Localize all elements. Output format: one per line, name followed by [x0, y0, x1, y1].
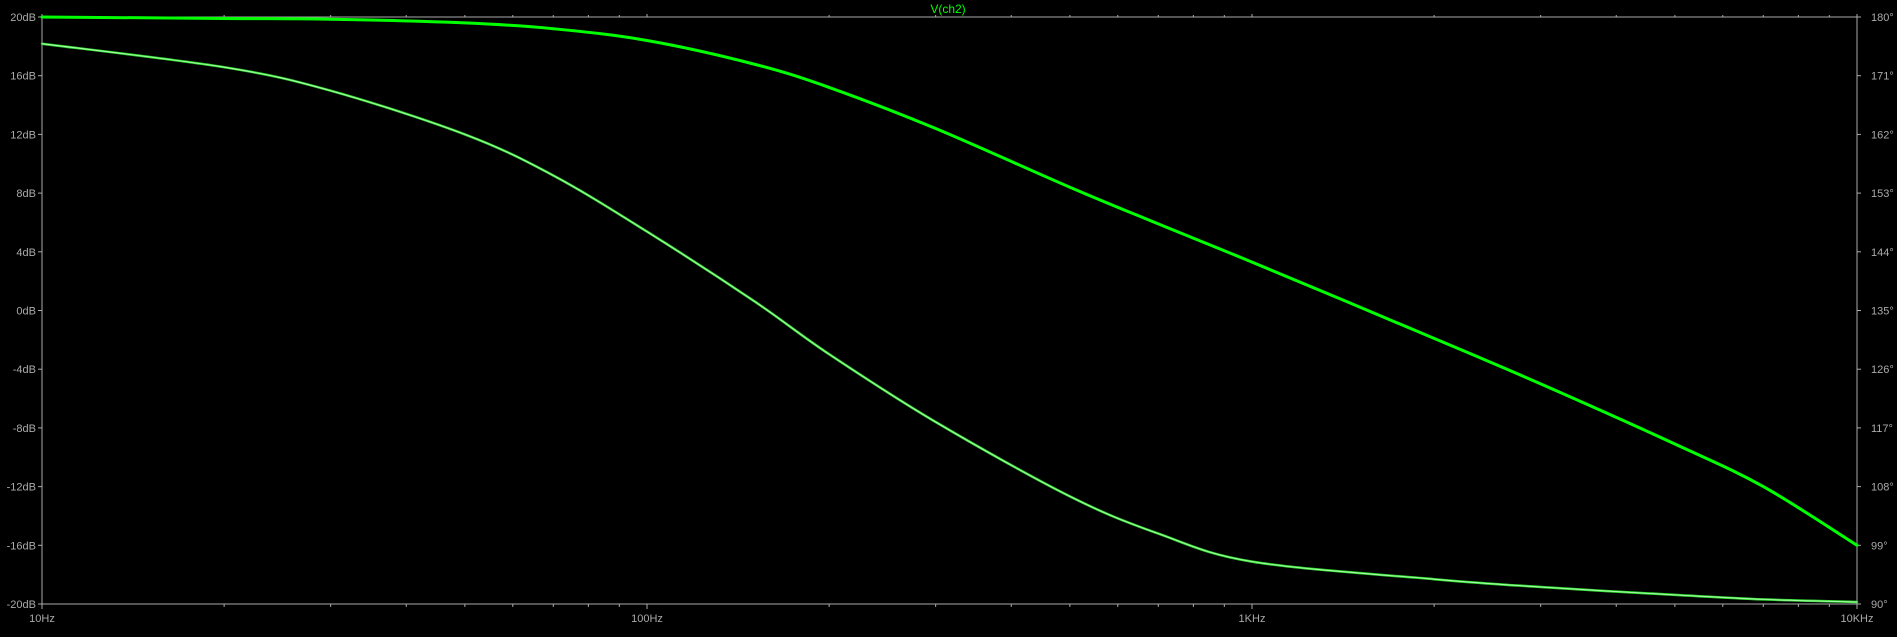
y-left-tick-label: 16dB — [10, 71, 36, 83]
x-tick-label: 1KHz — [1239, 613, 1266, 625]
y-left-tick-label: -4dB — [13, 364, 36, 376]
phase-trace-highlight — [41, 43, 1858, 603]
y-left-tick-label: 8dB — [16, 188, 36, 200]
y-right-tick-label: 108° — [1871, 482, 1894, 494]
y-left-tick-label: 12dB — [10, 129, 36, 141]
y-left-tick-label: -8dB — [13, 423, 36, 435]
y-right-tick-label: 135° — [1871, 306, 1894, 318]
y-right-tick-label: 90° — [1871, 599, 1888, 611]
magnitude-trace — [40, 15, 1859, 547]
y-left-tick-label: 4dB — [16, 247, 36, 259]
y-right-tick-label: 162° — [1871, 129, 1894, 141]
y-left-tick-label: -16dB — [7, 540, 36, 552]
y-left-tick-label: 0dB — [16, 306, 36, 318]
y-right-tick-label: 99° — [1871, 540, 1888, 552]
y-left-tick-label: -20dB — [7, 599, 36, 611]
axes: 20dB 16dB 12dB 8dB 4dB 0dB -4dB -8dB -12dB -16dB -… — [7, 12, 1894, 625]
y-right-tick-label: 144° — [1871, 247, 1894, 259]
chart-title[interactable]: V(ch2) — [930, 2, 965, 16]
y-right-tick-label: 126° — [1871, 364, 1894, 376]
x-tick-label: 10KHz — [1840, 613, 1873, 625]
y-left-tick-label: -12dB — [7, 482, 36, 494]
y-right-tick-label: 117° — [1871, 423, 1893, 435]
x-tick-label: 10Hz — [29, 613, 55, 625]
y-left-tick-label: 20dB — [10, 12, 36, 24]
y-right-tick-label: 180° — [1871, 12, 1894, 24]
y-right-tick-label: 171° — [1871, 71, 1894, 83]
x-tick-label: 100Hz — [631, 613, 663, 625]
y-right-tick-label: 153° — [1871, 188, 1894, 200]
traces — [40, 15, 1859, 604]
